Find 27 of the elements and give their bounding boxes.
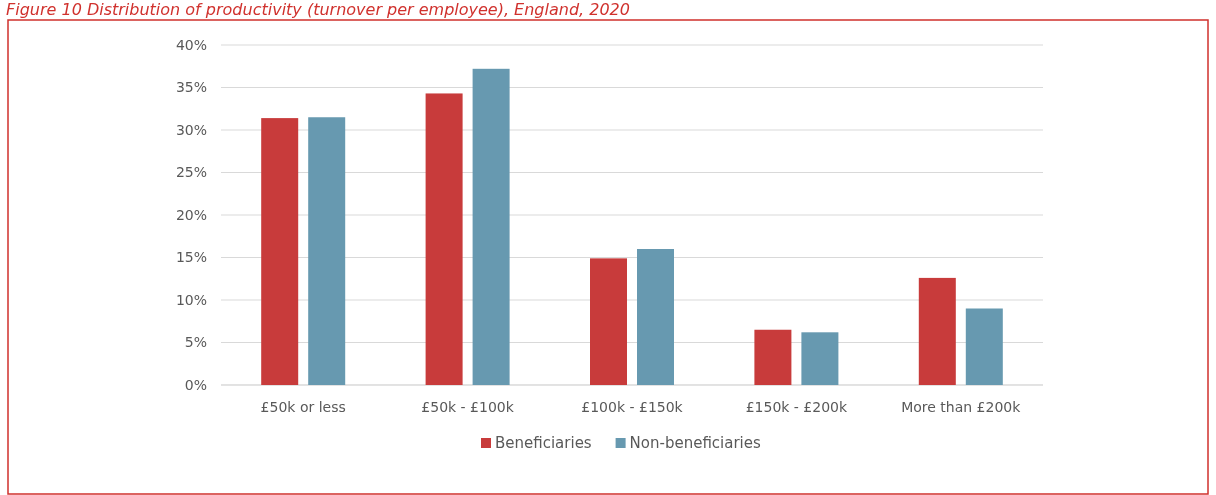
- x-tick-label: £100k - £150k: [581, 399, 684, 415]
- y-tick-label: 0%: [184, 376, 207, 393]
- y-tick-label: 10%: [175, 291, 207, 308]
- y-tick-label: 25%: [175, 164, 207, 181]
- y-tick-label: 30%: [175, 121, 207, 138]
- bar: [261, 118, 299, 385]
- chart-title: Figure 10 Distribution of productivity (turnover per employee), England, 2020: [6, 0, 630, 19]
- x-tick-label: £150k - £200k: [745, 399, 848, 415]
- y-tick-label: 15%: [175, 249, 207, 266]
- bar: [590, 258, 627, 385]
- y-tick-label: 20%: [175, 206, 207, 223]
- bar: [637, 249, 674, 385]
- y-tick-label: 5%: [184, 334, 207, 351]
- legend-label: Beneficiaries: [495, 434, 592, 452]
- bar: [472, 68, 510, 385]
- y-tick-label: 35%: [175, 79, 207, 96]
- bar: [308, 117, 346, 385]
- bar: [425, 93, 463, 385]
- bar: [754, 329, 792, 385]
- bar: [801, 332, 839, 385]
- y-tick-label: 40%: [175, 36, 207, 53]
- bar: [918, 277, 956, 385]
- x-tick-label: More than £200k: [901, 399, 1022, 415]
- x-tick-label: £50k - £100k: [421, 399, 515, 415]
- legend-label: Non-beneficiaries: [629, 434, 762, 452]
- bar: [965, 308, 1003, 385]
- x-tick-label: £50k or less: [260, 399, 346, 415]
